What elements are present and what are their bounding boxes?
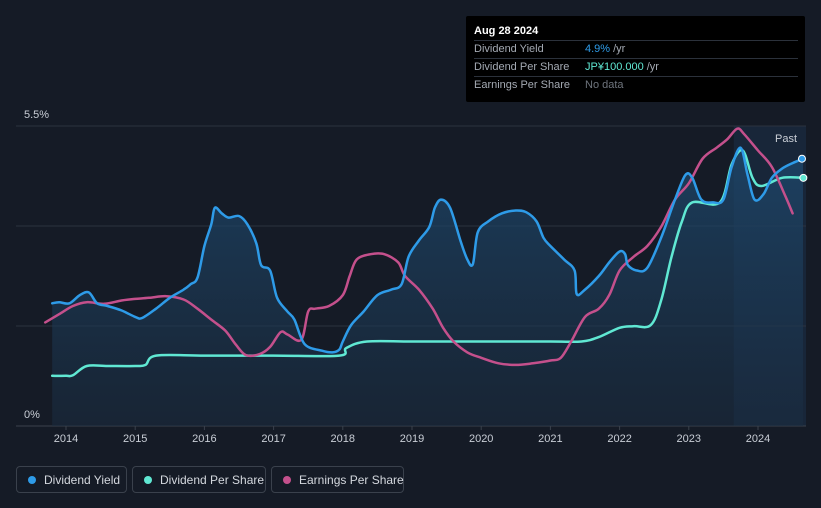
tooltip-value-text: No data bbox=[585, 79, 624, 91]
dividend-yield-endpoint bbox=[797, 154, 806, 163]
x-tick-label: 2015 bbox=[123, 433, 147, 445]
tooltip-value-text: 4.9% bbox=[585, 43, 611, 55]
y-axis-bottom-label: 0% bbox=[24, 409, 40, 421]
tooltip-label: Dividend Yield bbox=[474, 43, 544, 55]
tooltip-label: Earnings Per Share bbox=[474, 79, 570, 91]
dividend-per-share-endpoint bbox=[799, 173, 808, 182]
tooltip-value: JP¥100.000/yr bbox=[585, 61, 659, 73]
x-tick-label: 2023 bbox=[677, 433, 701, 445]
legend-label: Dividend Per Share bbox=[160, 473, 265, 487]
x-tick-label: 2021 bbox=[538, 433, 562, 445]
tooltip-row-earnings-per-share: Earnings Per Share No data bbox=[474, 76, 798, 94]
x-tick-label: 2024 bbox=[746, 433, 770, 445]
x-tick-label: 2017 bbox=[261, 433, 285, 445]
x-tick-label: 2020 bbox=[469, 433, 493, 445]
legend-earnings-per-share[interactable]: Earnings Per Share bbox=[271, 466, 404, 493]
legend-label: Earnings Per Share bbox=[299, 473, 404, 487]
tooltip-unit: /yr bbox=[613, 43, 626, 55]
legend-dot-icon bbox=[283, 476, 291, 484]
legend-label: Dividend Yield bbox=[44, 473, 121, 487]
tooltip-label: Dividend Per Share bbox=[474, 61, 570, 73]
tooltip-row-dividend-yield: Dividend Yield 4.9%/yr bbox=[474, 40, 798, 58]
tooltip-row-dividend-per-share: Dividend Per Share JP¥100.000/yr bbox=[474, 58, 798, 76]
tooltip-value: 4.9%/yr bbox=[585, 43, 625, 55]
tooltip-date: Aug 28 2024 bbox=[474, 25, 539, 37]
legend-dividend-per-share[interactable]: Dividend Per Share bbox=[132, 466, 266, 493]
legend-dot-icon bbox=[144, 476, 152, 484]
tooltip-value-text: JP¥100.000 bbox=[585, 61, 644, 73]
tooltip-unit: /yr bbox=[646, 61, 659, 73]
x-tick-label: 2018 bbox=[331, 433, 355, 445]
tooltip: Aug 28 2024 Dividend Yield 4.9%/yr Divid… bbox=[466, 16, 805, 102]
past-label: Past bbox=[775, 133, 797, 145]
legend-dividend-yield[interactable]: Dividend Yield bbox=[16, 466, 127, 493]
legend-dot-icon bbox=[28, 476, 36, 484]
tooltip-value: No data bbox=[585, 79, 624, 91]
dividend-yield-area bbox=[52, 147, 803, 426]
y-axis-top-label: 5.5% bbox=[24, 109, 49, 121]
x-tick-label: 2014 bbox=[54, 433, 78, 445]
x-tick-label: 2016 bbox=[192, 433, 216, 445]
dividend-yield-line bbox=[50, 146, 805, 354]
x-tick-label: 2019 bbox=[400, 433, 424, 445]
x-tick-label: 2022 bbox=[607, 433, 631, 445]
